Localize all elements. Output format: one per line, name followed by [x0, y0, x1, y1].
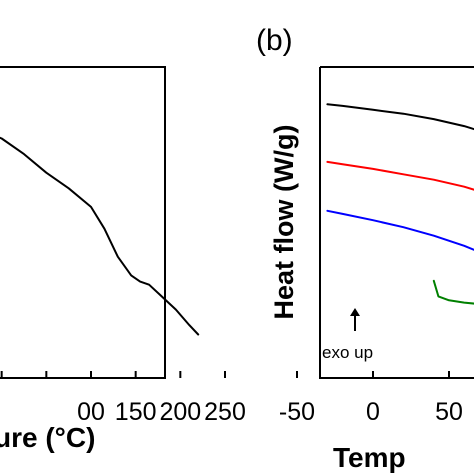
x-tick-label-a-0: 00 — [77, 398, 105, 426]
x-axis-ticks-a — [0, 371, 226, 378]
exo-up-label: exo up — [322, 343, 373, 362]
exo-up-annotation: exo up — [322, 308, 373, 362]
x-tick-labels-a: 00 150 200 250 — [77, 398, 246, 426]
x-axis-label-b: Temp — [333, 442, 406, 473]
x-tick-label-a-2: 200 — [159, 398, 201, 426]
series-line-b-0 — [326, 103, 474, 131]
panel-label-b: (b) — [256, 24, 293, 57]
x-tick-label-a-3: 250 — [204, 398, 246, 426]
chart-panel-b: (b) Heat flow (W/g) -50 0 50 exo up Temp — [256, 24, 474, 473]
y-axis-label-b: Heat flow (W/g) — [269, 125, 299, 320]
x-axis-label-a: ure (°C) — [0, 422, 95, 453]
x-axis-ticks-b — [296, 371, 450, 378]
x-tick-label-a-1: 150 — [115, 398, 157, 426]
series-line-b-2 — [326, 209, 474, 251]
series-group-b — [326, 103, 474, 305]
chart-panel-a: 00 150 200 250 ure (°C) — [0, 66, 246, 453]
plot-frame-b — [319, 66, 474, 379]
x-tick-label-b-1: 0 — [366, 398, 380, 426]
series-line-a-0 — [0, 136, 200, 336]
x-tick-label-b-0: -50 — [279, 398, 315, 426]
series-line-b-1 — [326, 160, 474, 191]
series-line-b-3 — [432, 279, 474, 305]
series-group-a — [0, 136, 200, 336]
plot-frame-a — [0, 66, 166, 379]
x-tick-labels-b: -50 0 50 — [279, 398, 463, 426]
exo-up-arrowhead — [350, 308, 360, 316]
x-tick-label-b-2: 50 — [435, 398, 463, 426]
